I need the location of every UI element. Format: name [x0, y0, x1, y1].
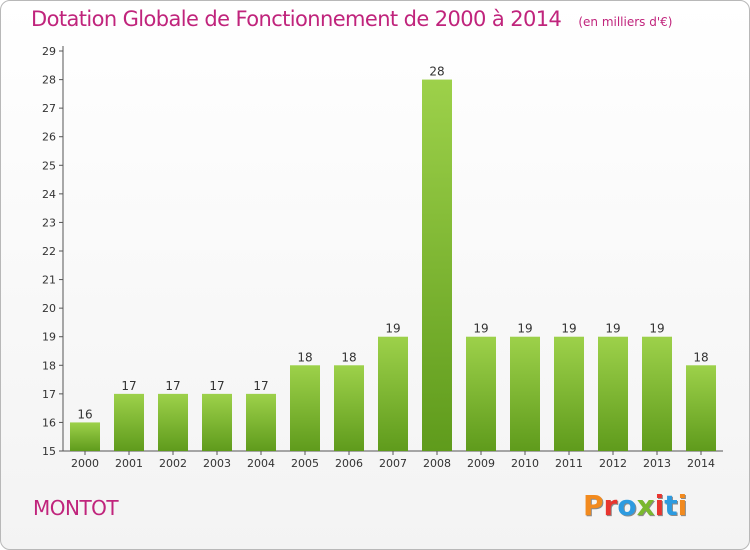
bar-2003: [202, 393, 232, 451]
title-row: Dotation Globale de Fonctionnement de 20…: [31, 7, 672, 31]
x-tick-label: 2007: [379, 457, 407, 470]
bar-2000: [70, 422, 100, 451]
value-label: 17: [209, 379, 224, 393]
value-label: 19: [473, 322, 488, 336]
logo-letter: r: [603, 489, 618, 522]
y-tick-label: 22: [42, 245, 56, 258]
y-tick-label: 20: [42, 302, 56, 315]
logo-letter: i: [677, 489, 688, 522]
y-tick-label: 28: [42, 74, 56, 87]
value-label: 18: [693, 350, 708, 364]
x-tick-label: 2011: [555, 457, 583, 470]
y-tick-label: 19: [42, 331, 56, 344]
bar-2002: [158, 393, 188, 451]
bar-2007: [378, 336, 408, 451]
logo-letter: P: [583, 489, 604, 522]
bar-2006: [334, 365, 364, 451]
x-tick-label: 2004: [247, 457, 275, 470]
value-label: 19: [561, 322, 576, 336]
value-labels: 16 17 17 17 17 18 18 19 28 19 19 19 19 19 18: [77, 65, 708, 422]
y-tick-label: 17: [42, 388, 56, 401]
value-label: 17: [165, 379, 180, 393]
y-tick-label: 24: [42, 188, 56, 201]
x-tick-label: 2002: [159, 457, 187, 470]
logo-letter: i: [654, 489, 665, 522]
bar-2010: [510, 336, 540, 451]
x-tick-label: 2001: [115, 457, 143, 470]
chart-unit: (en milliers d'€): [578, 15, 673, 29]
x-tick-label: 2012: [599, 457, 627, 470]
value-label: 19: [385, 322, 400, 336]
value-label: 19: [649, 322, 664, 336]
bar-2014: [686, 365, 716, 451]
value-label: 19: [517, 322, 532, 336]
value-label: 17: [253, 379, 268, 393]
y-tick-label: 16: [42, 416, 56, 429]
bar-2011: [554, 336, 584, 451]
value-label: 19: [605, 322, 620, 336]
bar-2008: [422, 79, 452, 452]
place-name: MONTOT: [33, 496, 119, 520]
y-tick-label: 26: [42, 131, 56, 144]
value-label: 16: [77, 407, 92, 421]
x-tick-label: 2003: [203, 457, 231, 470]
y-tick-label: 29: [42, 45, 56, 58]
logo-letter: x: [636, 489, 655, 522]
bar-2012: [598, 336, 628, 451]
y-tick-label: 23: [42, 216, 56, 229]
bars: [70, 79, 716, 452]
y-tick-label: 21: [42, 274, 56, 287]
logo-letter: t: [664, 489, 678, 522]
chart-title: Dotation Globale de Fonctionnement de 20…: [31, 7, 562, 31]
bar-2001: [114, 393, 144, 451]
x-tick-label: 2010: [511, 457, 539, 470]
bar-2005: [290, 365, 320, 451]
x-tick-label: 2005: [291, 457, 319, 470]
bar-2009: [466, 336, 496, 451]
bar-2004: [246, 393, 276, 451]
x-tick-label: 2013: [643, 457, 671, 470]
logo-letter: o: [617, 489, 637, 522]
y-tick-label: 27: [42, 102, 56, 115]
x-tick-label: 2006: [335, 457, 363, 470]
x-tick-label: 2014: [687, 457, 715, 470]
bar-2013: [642, 336, 672, 451]
value-label: 18: [341, 350, 356, 364]
proxiti-logo[interactable]: Proxiti: [583, 489, 687, 522]
y-tick-label: 18: [42, 359, 56, 372]
y-tick-label: 15: [42, 445, 56, 458]
x-tick-label: 2000: [71, 457, 99, 470]
value-label: 28: [429, 65, 444, 79]
value-label: 18: [297, 350, 312, 364]
y-tick-label: 25: [42, 159, 56, 172]
value-label: 17: [121, 379, 136, 393]
x-tick-label: 2009: [467, 457, 495, 470]
axes: 15 16 17 18 19 20 21 22 23 24 25 26 27 28 29 2000 2001 20…: [42, 45, 723, 470]
x-tick-label: 2008: [423, 457, 451, 470]
